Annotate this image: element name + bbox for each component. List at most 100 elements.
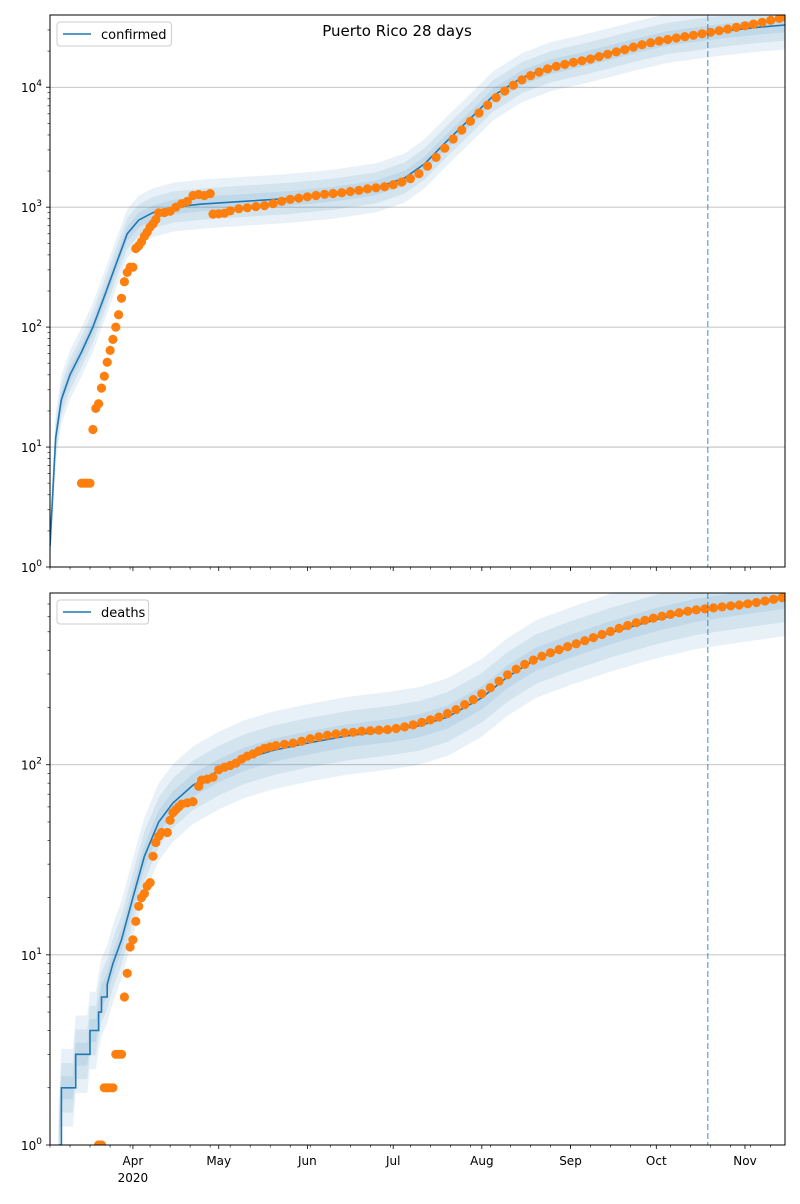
data-point-1-11 bbox=[125, 942, 135, 952]
data-point-0-81 bbox=[577, 56, 587, 66]
data-point-1-1 bbox=[96, 1140, 107, 1145]
data-point-0-100 bbox=[740, 21, 750, 31]
data-point-1-57 bbox=[374, 725, 384, 735]
data-point-1-99 bbox=[734, 600, 744, 610]
data-point-1-63 bbox=[425, 715, 435, 725]
data-point-1-87 bbox=[631, 618, 641, 628]
data-point-0-87 bbox=[628, 42, 639, 52]
data-point-1-34 bbox=[208, 772, 218, 782]
data-point-0-72 bbox=[500, 86, 510, 96]
data-point-0-94 bbox=[688, 30, 699, 40]
data-point-1-13 bbox=[131, 916, 141, 927]
data-point-1-12 bbox=[128, 935, 138, 945]
data-point-1-102 bbox=[760, 596, 770, 606]
data-point-0-10 bbox=[105, 345, 115, 355]
data-point-0-76 bbox=[534, 67, 544, 77]
data-point-0-8 bbox=[99, 371, 109, 381]
data-point-1-71 bbox=[494, 676, 504, 686]
x-tick-label-1: May bbox=[206, 1154, 231, 1168]
data-point-0-53 bbox=[337, 188, 347, 198]
data-point-0-92 bbox=[671, 33, 681, 43]
y-tick-label-1-1: 101 bbox=[21, 947, 42, 963]
data-point-0-97 bbox=[714, 26, 724, 36]
data-point-1-5 bbox=[108, 1083, 118, 1093]
x-tick-label-7: Nov bbox=[733, 1154, 756, 1168]
data-point-1-90 bbox=[657, 611, 667, 621]
data-point-1-84 bbox=[605, 626, 616, 637]
data-point-1-69 bbox=[477, 689, 487, 699]
data-point-0-89 bbox=[646, 38, 656, 48]
uncertainty-band-0-0 bbox=[50, 15, 785, 567]
data-point-1-76 bbox=[537, 651, 547, 661]
data-point-1-55 bbox=[357, 726, 367, 736]
data-point-0-84 bbox=[603, 49, 613, 59]
data-point-0-69 bbox=[474, 108, 484, 118]
data-point-0-44 bbox=[259, 201, 270, 211]
data-point-0-88 bbox=[637, 40, 647, 50]
data-point-0-48 bbox=[294, 193, 304, 203]
data-point-0-46 bbox=[277, 196, 287, 206]
data-point-0-73 bbox=[508, 80, 518, 90]
data-point-1-58 bbox=[382, 725, 393, 735]
data-point-1-89 bbox=[648, 613, 659, 623]
x-tick-label-0: Apr bbox=[123, 1154, 144, 1168]
x-tick-label-2: Jun bbox=[297, 1154, 317, 1168]
data-point-1-14 bbox=[134, 901, 144, 911]
data-point-1-94 bbox=[691, 605, 701, 615]
x-tick-label-6: Oct bbox=[646, 1154, 667, 1168]
data-point-0-105 bbox=[780, 15, 785, 22]
data-point-0-103 bbox=[766, 15, 776, 25]
data-point-1-24 bbox=[165, 815, 175, 825]
data-point-1-47 bbox=[288, 738, 298, 748]
data-point-0-45 bbox=[268, 199, 278, 209]
data-point-0-82 bbox=[585, 54, 596, 64]
y-tick-label-0-0: 100 bbox=[21, 559, 42, 575]
data-point-0-63 bbox=[422, 161, 433, 171]
data-point-0-32 bbox=[182, 196, 192, 206]
data-point-0-6 bbox=[94, 399, 104, 409]
data-point-0-74 bbox=[517, 75, 527, 85]
data-point-1-77 bbox=[545, 648, 556, 658]
data-point-1-92 bbox=[674, 608, 684, 618]
data-point-1-73 bbox=[511, 664, 521, 674]
data-point-1-23 bbox=[162, 827, 172, 838]
data-point-0-41 bbox=[234, 204, 244, 214]
data-point-0-75 bbox=[525, 71, 536, 81]
uncertainty-band-1-1 bbox=[58, 593, 785, 1145]
data-point-0-91 bbox=[663, 34, 673, 45]
data-point-1-82 bbox=[588, 633, 599, 643]
y-tick-label-1-2: 102 bbox=[21, 757, 42, 773]
data-point-0-7 bbox=[96, 383, 107, 393]
data-point-1-51 bbox=[322, 730, 332, 740]
data-point-0-86 bbox=[620, 45, 630, 55]
data-point-0-42 bbox=[242, 203, 252, 213]
data-point-1-96 bbox=[708, 603, 719, 613]
data-point-0-65 bbox=[440, 143, 450, 153]
data-point-1-83 bbox=[597, 629, 607, 640]
data-point-1-78 bbox=[554, 645, 564, 655]
data-point-0-101 bbox=[748, 19, 759, 29]
data-point-1-46 bbox=[279, 739, 290, 749]
series-line-confirmed bbox=[50, 24, 785, 546]
data-point-0-14 bbox=[116, 293, 127, 303]
data-point-1-97 bbox=[717, 602, 727, 612]
y-tick-label-0-2: 102 bbox=[21, 319, 42, 335]
x-tick-year-label: 2020 bbox=[118, 1171, 149, 1185]
data-point-1-30 bbox=[188, 797, 198, 807]
data-point-1-53 bbox=[340, 728, 350, 738]
data-point-1-9 bbox=[119, 992, 129, 1002]
deaths-panel: 100 101 102 Apr 2020 May Jun Jul Aug Sep Oct Nov dea… bbox=[21, 592, 786, 1185]
legend-label-1: deaths bbox=[101, 606, 146, 621]
data-point-0-62 bbox=[414, 169, 424, 179]
data-point-1-91 bbox=[666, 609, 676, 620]
data-point-1-49 bbox=[305, 734, 315, 744]
data-point-1-62 bbox=[417, 717, 427, 728]
data-point-1-70 bbox=[485, 683, 495, 693]
data-point-1-79 bbox=[563, 642, 573, 652]
data-point-1-105 bbox=[780, 593, 785, 602]
chart-title: Puerto Rico 28 days bbox=[322, 22, 472, 40]
data-point-1-74 bbox=[520, 659, 530, 670]
data-point-0-95 bbox=[697, 29, 707, 39]
